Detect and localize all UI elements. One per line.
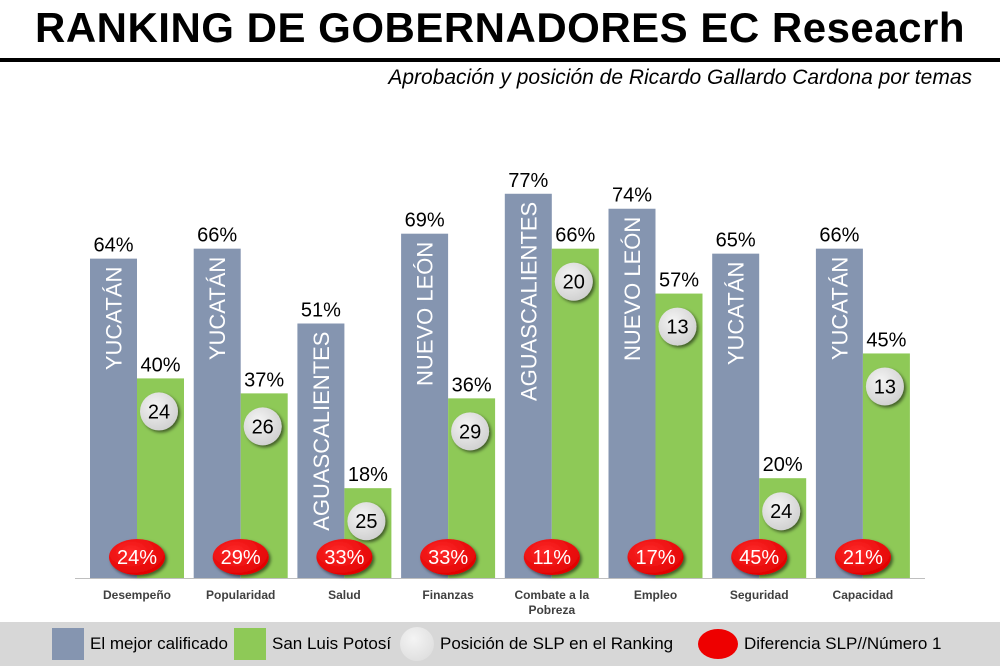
difference-label: 11%	[533, 547, 572, 569]
difference-oval	[316, 539, 373, 575]
bar-best	[608, 208, 656, 579]
bar-state-label: YUCATÁN	[827, 257, 852, 361]
rank-circle	[243, 407, 282, 446]
difference-label: 17%	[635, 547, 675, 569]
difference-label: 24%	[117, 547, 157, 569]
difference-label: 45%	[739, 547, 779, 569]
bar-state-label: YUCATÁN	[724, 262, 749, 366]
legend-oval-diff	[698, 629, 738, 659]
bar-best	[712, 253, 760, 578]
category-tick-label: Combate a la Pobreza	[514, 588, 589, 617]
category-tick-label: Desempeño	[103, 588, 171, 602]
legend-item-diff: Diferencia SLP//Número 1	[698, 622, 941, 666]
difference-oval	[627, 539, 684, 575]
category-group: 51% AGUASCALIENTES 18% 25 33% Salud	[297, 300, 392, 602]
category-group: 74% NUEVO LEÓN 57% 13 17% Empleo	[608, 185, 703, 602]
bar-state-label: AGUASCALIENTES	[309, 332, 334, 531]
difference-label: 33%	[324, 547, 364, 569]
category-group: 64% YUCATÁN 40% 24 24% Desempeño	[90, 235, 184, 602]
bar-best	[90, 258, 137, 578]
legend-swatch-slp	[234, 628, 266, 660]
rank-label: 13	[874, 376, 896, 398]
value-label-slp: 36%	[452, 374, 492, 396]
chart-subtitle: Aprobación y posición de Ricardo Gallard…	[388, 66, 972, 89]
category-tick-label: Seguridad	[730, 588, 789, 602]
difference-label: 21%	[843, 547, 883, 569]
bar-state-label: AGUASCALIENTES	[516, 202, 541, 401]
difference-oval	[212, 539, 269, 575]
rank-label: 24	[770, 501, 792, 523]
category-group: 77% AGUASCALIENTES 66% 20 11% Combate a la Pob…	[504, 170, 599, 617]
bar-slp	[551, 248, 599, 578]
legend-label-best: El mejor calificado	[90, 634, 228, 653]
value-label-slp: 18%	[348, 464, 388, 486]
legend-label-diff: Diferencia SLP//Número 1	[744, 634, 942, 653]
legend-label-rank: Posición de SLP en el Ranking	[440, 634, 674, 653]
difference-oval	[523, 539, 580, 575]
category-tick-label: Empleo	[634, 588, 677, 602]
bar-chart: 64% YUCATÁN 40% 24 24% Desempeño 66% YUCATÁN 37%…	[75, 170, 925, 617]
rank-label: 25	[355, 511, 377, 533]
category-tick-label: Popularidad	[206, 588, 275, 602]
category-group: 66% YUCATÁN 37% 26 29% Popularidad	[193, 225, 288, 602]
category-group: 66% YUCATÁN 45% 13 21% Capacidad	[815, 225, 910, 602]
bar-best	[504, 193, 552, 578]
category-group: 69% NUEVO LEÓN 36% 29 33% Finanzas	[401, 210, 496, 602]
value-label-best: 74%	[612, 185, 652, 207]
difference-label: 33%	[428, 547, 468, 569]
category-tick-label: Capacidad	[833, 588, 894, 602]
value-label-best: 66%	[197, 225, 237, 247]
value-label-best: 66%	[819, 225, 859, 247]
rank-circle	[140, 392, 178, 431]
value-label-slp: 57%	[659, 270, 699, 292]
legend: El mejor calificado San Luis Potosí Posi…	[0, 622, 1000, 666]
legend-circle-rank	[400, 627, 434, 661]
difference-oval	[420, 539, 477, 575]
difference-oval	[109, 539, 165, 575]
value-label-best: 51%	[301, 300, 341, 322]
value-label-best: 77%	[508, 170, 548, 192]
rank-label: 13	[666, 317, 688, 339]
difference-oval	[731, 539, 788, 575]
legend-item-slp: San Luis Potosí	[234, 622, 391, 666]
value-label-slp: 66%	[555, 225, 595, 247]
legend-item-best: El mejor calificado	[52, 622, 228, 666]
rank-circle	[865, 367, 904, 406]
value-label-slp: 37%	[244, 369, 284, 391]
plot-area: 64% YUCATÁN 40% 24 24% Desempeño 66% YUCATÁN 37%…	[75, 170, 925, 617]
difference-label: 29%	[221, 547, 261, 569]
legend-swatch-best	[52, 628, 84, 660]
value-label-best: 69%	[405, 210, 445, 232]
legend-item-rank: Posición de SLP en el Ranking	[400, 622, 673, 666]
rank-label: 26	[252, 416, 274, 438]
legend-label-slp: San Luis Potosí	[272, 634, 392, 653]
bar-state-label: YUCATÁN	[102, 267, 127, 371]
value-label-slp: 45%	[866, 329, 906, 351]
bar-state-label: YUCATÁN	[205, 257, 230, 361]
rank-circle	[762, 492, 801, 531]
value-label-slp: 40%	[140, 354, 180, 376]
rank-circle	[347, 502, 386, 541]
category-tick-label: Finanzas	[422, 588, 474, 602]
difference-oval	[834, 539, 891, 575]
value-label-slp: 20%	[763, 454, 803, 476]
rank-label: 20	[563, 272, 585, 294]
rank-label: 24	[148, 401, 170, 423]
bar-best	[401, 233, 449, 578]
bar-best	[193, 248, 241, 578]
rank-circle	[451, 412, 490, 451]
bar-state-label: NUEVO LEÓN	[620, 217, 645, 361]
rank-circle	[658, 307, 697, 346]
category-group: 65% YUCATÁN 20% 24 45% Seguridad	[712, 230, 807, 602]
chart-title: RANKING DE GOBERNADORES EC Reseacrh	[34, 4, 965, 51]
value-label-best: 65%	[716, 230, 756, 252]
value-label-best: 64%	[93, 235, 133, 257]
title-underline	[0, 58, 1000, 62]
category-tick-label: Salud	[328, 588, 361, 602]
bar-best	[815, 248, 863, 578]
bar-best	[297, 323, 345, 578]
bar-state-label: NUEVO LEÓN	[413, 242, 438, 386]
rank-label: 29	[459, 421, 481, 443]
rank-circle	[554, 262, 593, 301]
